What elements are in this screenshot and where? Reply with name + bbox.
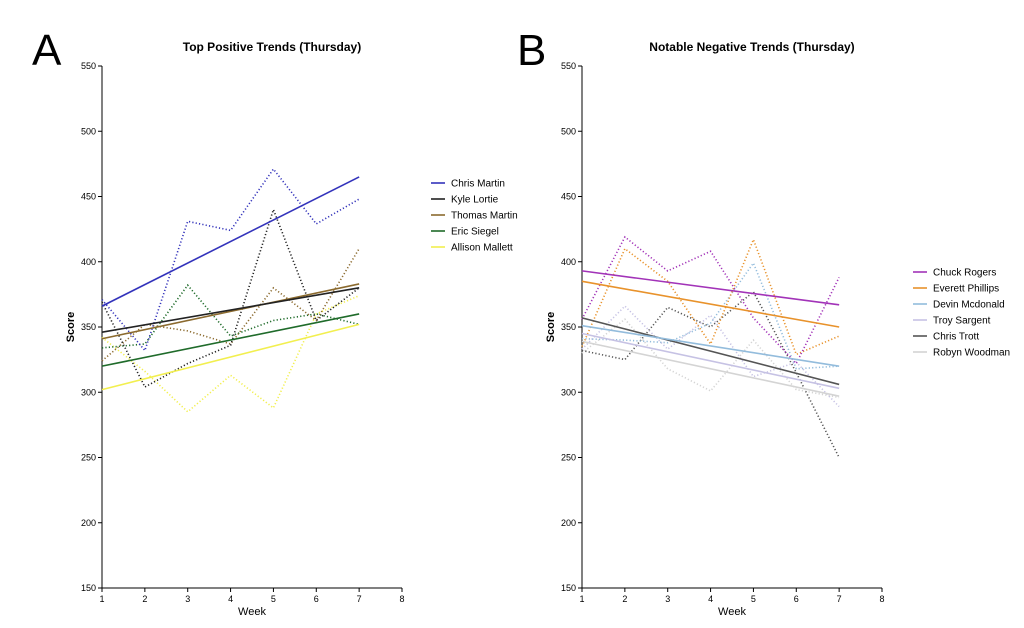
panel-a-series-allison-mallett-raw: [101, 294, 360, 413]
panel-a-y-tick-label: 400: [81, 257, 96, 267]
panel-a-y-tick-label: 550: [81, 61, 96, 71]
panel-a-y-tick-label: 250: [81, 453, 96, 463]
panel-a-y-tick-label: 200: [81, 518, 96, 528]
panel-b-x-tick-label: 7: [837, 594, 842, 604]
panel-b-legend-label-chuck-rogers: Chuck Rogers: [933, 268, 996, 279]
panel-a-letter: A: [32, 26, 62, 75]
panel-a-series-kyle-lortie-raw: [101, 207, 360, 389]
panel-a-y-tick-label: 300: [81, 387, 96, 397]
panel-a-x-tick-label: 8: [399, 594, 404, 604]
panel-b-y-tick-label: 550: [561, 61, 576, 71]
panel-a-series-allison-mallett-trend: [101, 323, 360, 391]
panel-a-y-tick-label: 450: [81, 192, 96, 202]
panel-a-y-tick-label: 500: [81, 126, 96, 136]
panel-b-x-tick-label: 2: [622, 594, 627, 604]
panel-b-y-tick-label: 200: [561, 518, 576, 528]
panel-a-x-tick-label: 6: [314, 594, 319, 604]
panel-a-x-tick-label: 7: [357, 594, 362, 604]
panel-b-y-tick-label: 150: [561, 583, 576, 593]
panel-a: A Top Positive Trends (Thursday)150200250…: [32, 26, 518, 618]
panel-a-legend-label-kyle-lortie: Kyle Lortie: [451, 195, 499, 206]
panel-b-legend-label-troy-sargent: Troy Sargent: [933, 316, 991, 327]
panel-a-x-tick-label: 1: [99, 594, 104, 604]
panel-b-y-tick-label: 300: [561, 387, 576, 397]
panel-b-series-everett-phillips-trend: [581, 280, 840, 328]
panel-b-y-tick-label: 350: [561, 322, 576, 332]
panel-a-legend-label-allison-mallett: Allison Mallett: [451, 243, 513, 254]
panel-a-series-thomas-martin-raw: [101, 248, 360, 362]
panel-b-legend-label-everett-phillips: Everett Phillips: [933, 284, 999, 295]
panel-b-x-tick-label: 4: [708, 594, 713, 604]
panel-a-x-axis-label: Week: [238, 606, 266, 618]
panel-b-legend-label-chris-trott: Chris Trott: [933, 332, 979, 343]
panel-a-legend-label-chris-martin: Chris Martin: [451, 179, 505, 190]
panel-a-x-tick-label: 2: [142, 594, 147, 604]
panel-a-x-tick-label: 3: [185, 594, 190, 604]
panel-b-x-tick-label: 3: [665, 594, 670, 604]
panel-a-x-tick-label: 4: [228, 594, 233, 604]
panel-b-series-chris-trott-trend: [581, 317, 840, 386]
panel-b-title: Notable Negative Trends (Thursday): [649, 40, 854, 54]
panel-b-series-chuck-rogers-trend: [581, 270, 840, 306]
panel-b-series-everett-phillips-raw: [581, 237, 840, 356]
panel-b-y-tick-label: 400: [561, 257, 576, 267]
panel-a-series-kyle-lortie-trend: [101, 287, 360, 334]
panel-b-letter: B: [517, 26, 546, 75]
panel-b-series-chuck-rogers-raw: [581, 235, 840, 365]
panel-b-series-robyn-woodman-raw: [581, 318, 840, 399]
panel-b-y-axis-label: Score: [545, 312, 557, 343]
panel-a-y-tick-label: 150: [81, 583, 96, 593]
panel-a-series-chris-martin-trend: [101, 176, 360, 307]
panel-a-legend-label-thomas-martin: Thomas Martin: [451, 211, 518, 222]
panel-b-series-devin-mcdonald-trend: [581, 324, 840, 367]
panel-b-y-tick-label: 250: [561, 453, 576, 463]
panel-b-legend-label-devin-mcdonald: Devin Mcdonald: [933, 300, 1005, 311]
panel-b-y-tick-label: 500: [561, 126, 576, 136]
panel-a-legend-label-eric-siegel: Eric Siegel: [451, 227, 499, 238]
panel-a-title: Top Positive Trends (Thursday): [183, 40, 361, 54]
panel-b-x-tick-label: 6: [794, 594, 799, 604]
panel-b-series-devin-mcdonald-raw: [581, 261, 840, 370]
panel-b-x-tick-label: 5: [751, 594, 756, 604]
panel-b-x-tick-label: 8: [879, 594, 884, 604]
panel-b: B Notable Negative Trends (Thursday) 150 20…: [517, 26, 1010, 618]
panel-a-series-eric-siegel-trend: [101, 313, 360, 367]
panel-b-legend-label-robyn-woodman: Robyn Woodman: [933, 348, 1010, 359]
panel-b-series-troy-sargent-trend: [581, 332, 840, 390]
panel-a-y-tick-label: 350: [81, 322, 96, 332]
panel-b-y-tick-label: 450: [561, 192, 576, 202]
panel-a-series-thomas-martin-trend: [101, 283, 360, 340]
panel-a-y-axis-label: Score: [65, 312, 77, 343]
panel-b-x-tick-label: 1: [579, 594, 584, 604]
panel-b-x-axis-label: Week: [718, 606, 746, 618]
panel-b-series-robyn-woodman-trend: [581, 340, 840, 397]
panel-a-x-tick-label: 5: [271, 594, 276, 604]
